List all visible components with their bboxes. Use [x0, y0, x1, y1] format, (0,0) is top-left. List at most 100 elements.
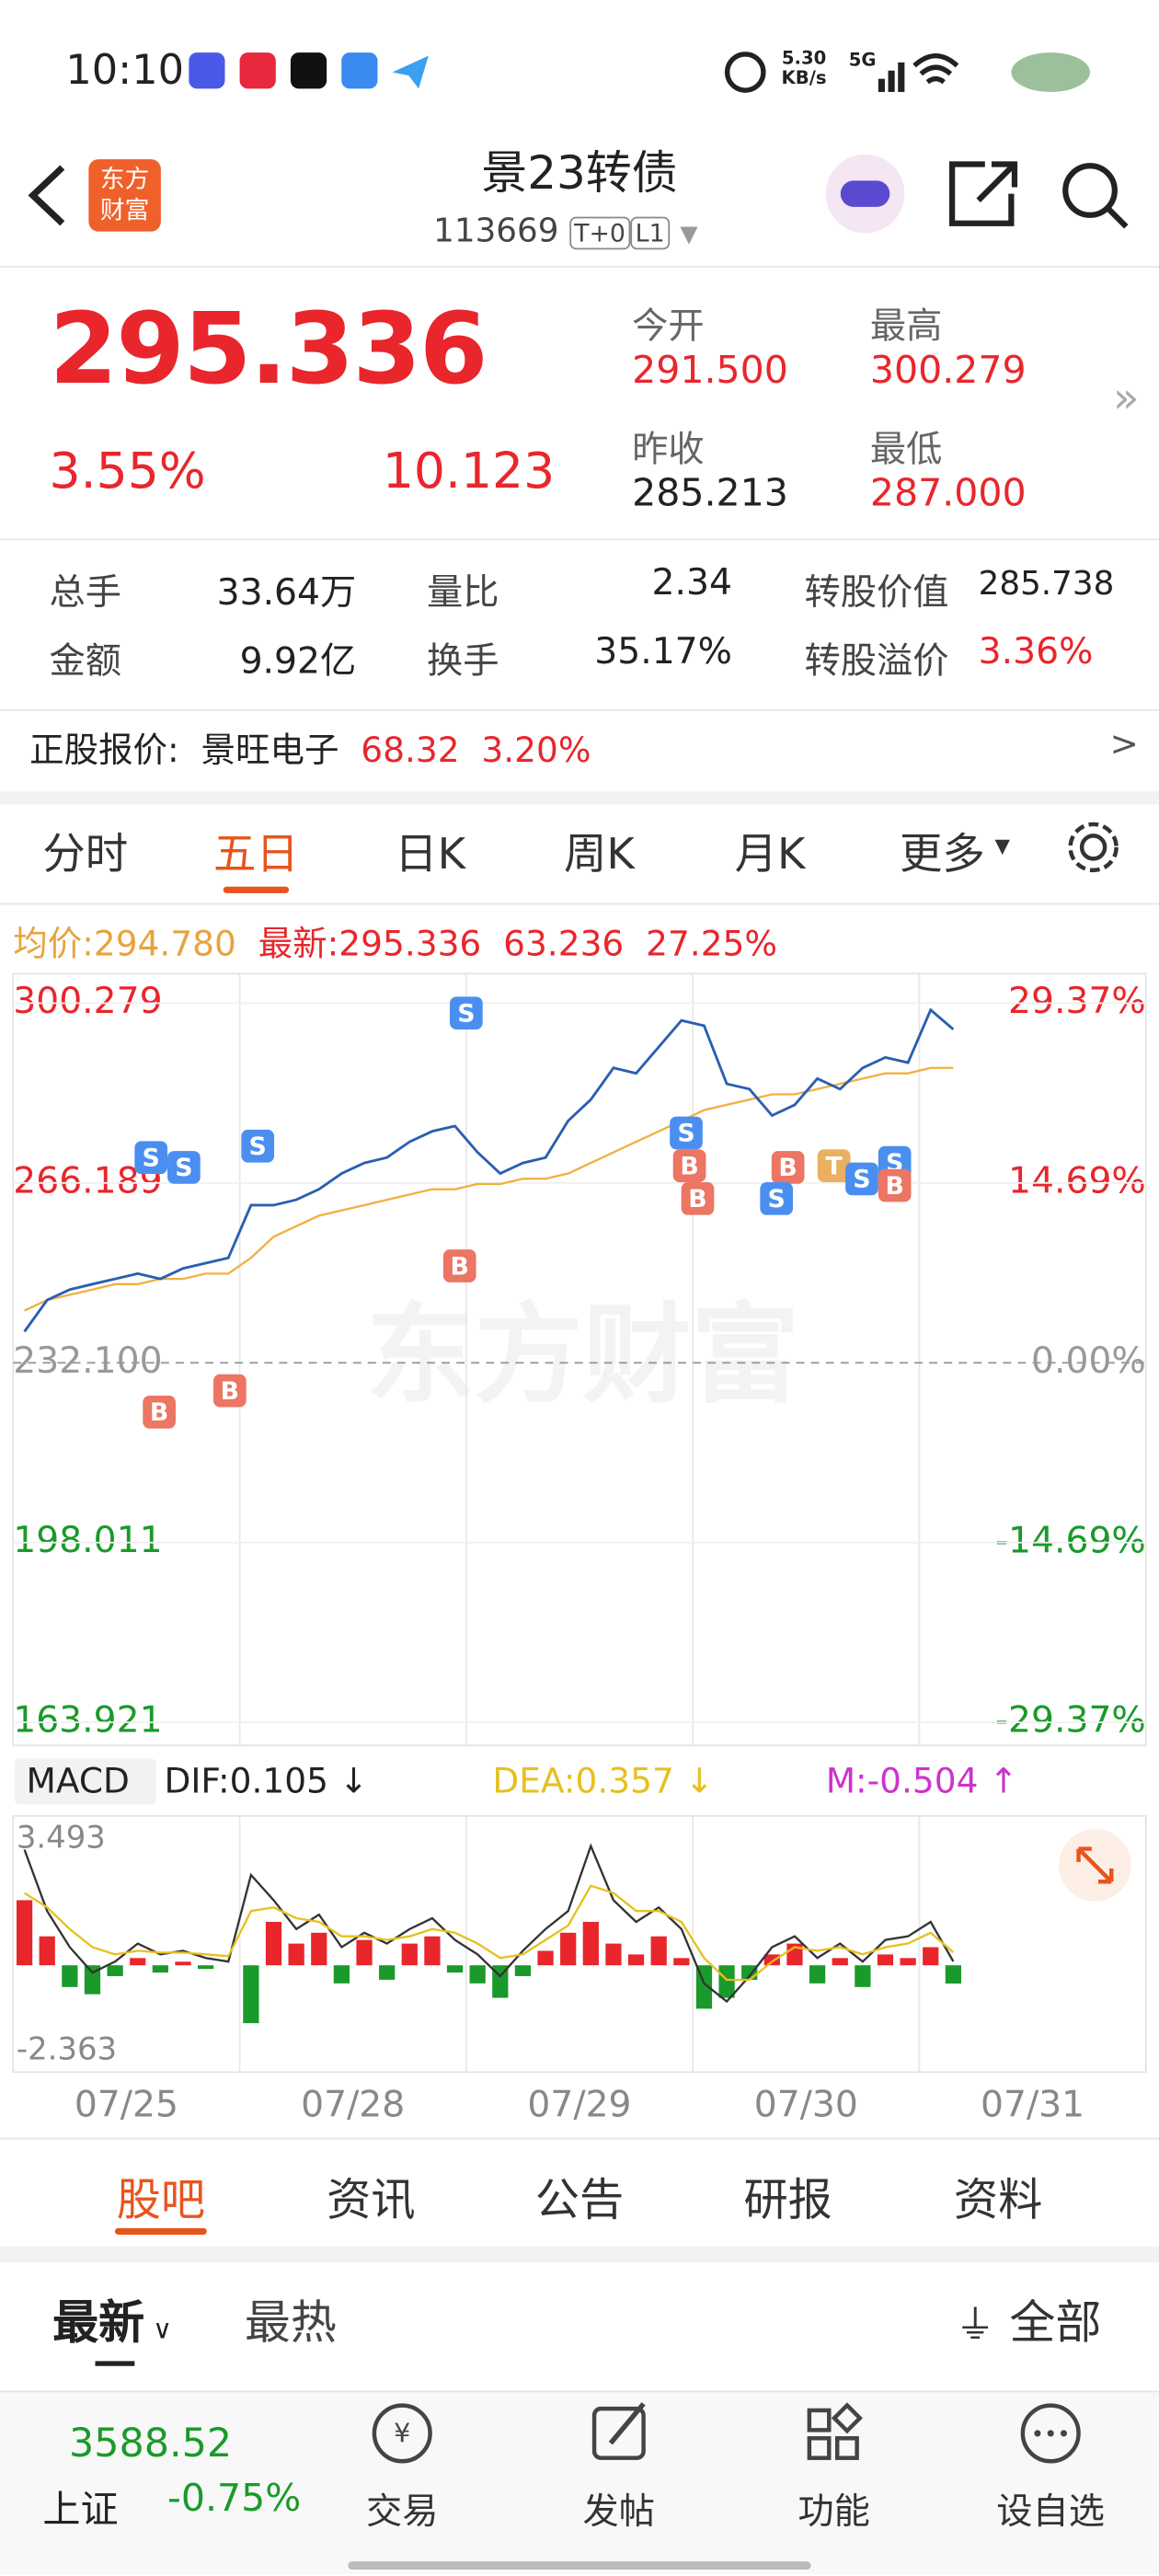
index-value[interactable]: 3588.52 [68, 2420, 233, 2467]
macd-bar [945, 1965, 961, 1984]
underlying[interactable]: 正股报价: 景旺电子 68.32 3.20% [29, 724, 591, 774]
content-tab[interactable]: 股吧 [116, 2175, 206, 2227]
macd-bar [537, 1950, 554, 1966]
macd-bar [16, 1900, 33, 1966]
sort-option: 最新 [52, 2295, 145, 2350]
sort-hot[interactable]: 最热 [244, 2295, 337, 2350]
macd-bar [424, 1936, 441, 1966]
underlying-name: 景旺电子 [201, 730, 339, 771]
separator [0, 791, 1159, 805]
macd-bar [605, 1943, 622, 1966]
title: 景23转债 [481, 145, 678, 201]
chevron[interactable]: > [1109, 724, 1139, 764]
nav-item[interactable]: 设自选 [996, 2492, 1106, 2534]
period-tab[interactable]: 更多 [899, 831, 985, 880]
macd-label: DEA:0.357 ↓ [492, 1761, 714, 1801]
divider [0, 538, 1159, 541]
low-label: 最低 [869, 430, 943, 472]
last-label: 最新: [258, 924, 339, 964]
stat-label: 金额 [49, 641, 122, 684]
period-tab[interactable]: 日K [395, 831, 466, 880]
trade-marker-label: B [451, 1252, 469, 1281]
stat-value: 35.17% [594, 632, 732, 673]
stat-value: 3.36% [978, 632, 1094, 673]
macd-label: DIF:0.105 ↓ [164, 1761, 368, 1801]
y2-tick-label: 0.00% [1031, 1340, 1146, 1382]
trade-marker [771, 1151, 805, 1184]
filter[interactable]: ⏚ 全部 [955, 2295, 1102, 2350]
dropdown[interactable]: ▼ [680, 221, 698, 248]
underlying-pct: 3.20% [481, 730, 591, 771]
content-tab[interactable]: 资讯 [327, 2175, 416, 2227]
period-tab[interactable]: 分时 [42, 831, 129, 880]
last: 295.336 [339, 924, 482, 964]
content-tab[interactable]: 公告 [534, 2175, 625, 2227]
expand[interactable]: » [1113, 374, 1140, 424]
macd-bar [832, 1958, 848, 1966]
trade-marker-label: S [677, 1120, 694, 1148]
series-line [24, 1066, 954, 1312]
y2-tick-label: 14.69% [1008, 1160, 1146, 1202]
period-tab[interactable]: 月K [734, 831, 806, 880]
macd-bar [401, 1943, 418, 1966]
macd-bar [265, 1922, 282, 1966]
x-tick-label: 07/28 [301, 2084, 405, 2125]
macd-tick-label: 3.493 [17, 1819, 106, 1855]
dropdown-arrow: ▼ [994, 834, 1011, 857]
content-tab[interactable]: 研报 [743, 2175, 832, 2227]
macd-bar [763, 1954, 780, 1966]
macd-bar [130, 1958, 146, 1966]
macd-bar [514, 1965, 532, 1976]
period-tab[interactable]: 周K [563, 831, 635, 880]
macd-bar [379, 1965, 396, 1980]
nav-item[interactable]: 发帖 [582, 2492, 656, 2534]
macd-bar [877, 1954, 894, 1966]
back-button[interactable] [23, 161, 73, 230]
trade-marker-label: S [853, 1166, 870, 1194]
period-tab[interactable]: 五日 [212, 831, 299, 880]
macd-bar [356, 1939, 373, 1966]
chart: 东方财富 07/25 07/28 07/29 07/30 07/31 163.921 198… [12, 972, 1147, 2125]
y2-tick-label: -14.69% [995, 1520, 1146, 1561]
stat-value: 2.34 [651, 563, 732, 604]
series-line [23, 1884, 955, 1982]
index-name: 上证 [42, 2489, 119, 2533]
sort-latest[interactable]: 最新 ∨ [52, 2295, 173, 2350]
content-tab[interactable]: 资料 [953, 2175, 1043, 2227]
code: 113669 [433, 210, 559, 250]
y-tick-label: 300.279 [13, 981, 162, 1022]
speed-unit: KB/s [781, 67, 827, 89]
share[interactable] [949, 161, 1018, 226]
macd-bar [243, 1965, 259, 2024]
macd-bar [175, 1961, 191, 1966]
tag: T+0 [568, 216, 631, 250]
macd-bar [198, 1965, 214, 1970]
nav-item[interactable]: 功能 [798, 2492, 870, 2534]
macd-selector[interactable] [15, 1758, 156, 1805]
logo-text: 东方 [99, 164, 150, 194]
search[interactable] [1062, 163, 1118, 218]
trade-marker [450, 996, 483, 1030]
trade-marker-label: B [778, 1154, 797, 1182]
network: 5G [848, 49, 877, 71]
settings[interactable] [1063, 818, 1122, 877]
y-tick-label: 232.100 [13, 1340, 162, 1382]
filter-label: 全部 [1009, 2295, 1102, 2350]
y2-tick-label: 29.37% [1008, 981, 1146, 1022]
macd-bar [288, 1943, 304, 1966]
nav-item[interactable]: 交易 [365, 2492, 439, 2534]
trade-marker-label: B [150, 1398, 168, 1427]
trade-marker-label: S [457, 999, 475, 1028]
y2-tick-label: -29.37% [995, 1700, 1146, 1742]
macd-bar [855, 1965, 871, 1987]
macd-bar [923, 1947, 939, 1966]
open: 291.500 [632, 350, 788, 393]
prev-close: 285.213 [632, 472, 788, 516]
logo[interactable]: 东方 财富 [88, 159, 161, 232]
trade-marker [167, 1151, 201, 1184]
change-pct: 3.55% [49, 443, 206, 501]
series-line [23, 1007, 955, 1333]
macd-bar [107, 1965, 123, 1976]
macd-bar [809, 1965, 826, 1984]
trade-marker-label: T [825, 1152, 843, 1180]
